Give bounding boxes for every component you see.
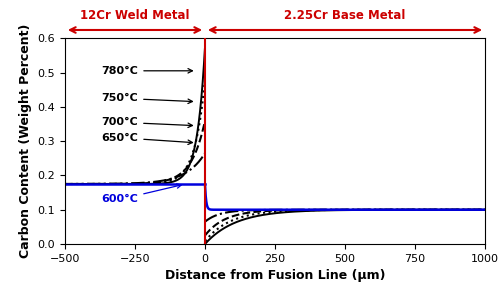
Text: 780°C: 780°C bbox=[102, 66, 192, 76]
X-axis label: Distance from Fusion Line (μm): Distance from Fusion Line (μm) bbox=[165, 269, 385, 282]
Text: 600°C: 600°C bbox=[102, 184, 182, 204]
Text: 2.25Cr Base Metal: 2.25Cr Base Metal bbox=[284, 9, 406, 22]
Text: 650°C: 650°C bbox=[102, 133, 192, 144]
Text: 750°C: 750°C bbox=[102, 93, 192, 103]
Text: 12Cr Weld Metal: 12Cr Weld Metal bbox=[80, 9, 190, 22]
Text: 700°C: 700°C bbox=[102, 117, 192, 128]
Y-axis label: Carbon Content (Weight Percent): Carbon Content (Weight Percent) bbox=[19, 24, 32, 258]
